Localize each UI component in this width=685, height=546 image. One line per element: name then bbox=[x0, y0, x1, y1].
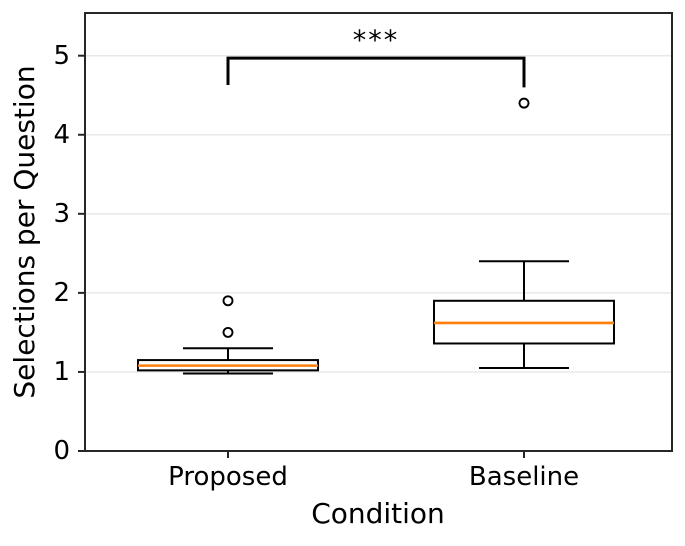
x-tick-label-proposed: Proposed bbox=[168, 462, 288, 492]
y-tick-label-1: 1 bbox=[53, 357, 70, 387]
outlier-point bbox=[518, 97, 530, 109]
y-tick-label-3: 3 bbox=[53, 199, 70, 229]
outlier-point bbox=[222, 326, 234, 338]
y-tick-label-4: 4 bbox=[53, 120, 70, 150]
significance-bracket bbox=[226, 56, 526, 88]
significance-label: *** bbox=[352, 25, 400, 56]
y-tick-label-5: 5 bbox=[53, 41, 70, 71]
outlier-point bbox=[222, 295, 234, 307]
y-tick-label-0: 0 bbox=[53, 436, 70, 466]
x-axis-label: Condition bbox=[311, 497, 445, 530]
plot-border bbox=[84, 12, 673, 452]
x-tick-label-baseline: Baseline bbox=[468, 462, 580, 492]
y-axis-label: Selections per Question bbox=[8, 65, 41, 399]
y-tick-label-2: 2 bbox=[53, 278, 70, 308]
